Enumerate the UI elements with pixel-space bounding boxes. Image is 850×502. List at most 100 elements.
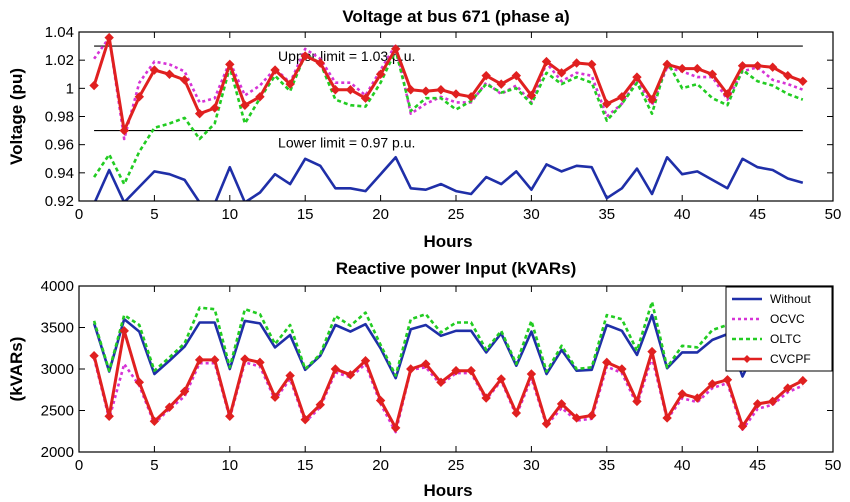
data-point bbox=[722, 89, 733, 99]
legend: Without OCVC OLTC CVCPF bbox=[725, 286, 833, 372]
x-tick-label: 15 bbox=[297, 206, 314, 223]
x-tick-label: 0 bbox=[75, 457, 83, 474]
data-point bbox=[451, 89, 461, 99]
series-line-oltc bbox=[93, 48, 804, 186]
data-point bbox=[164, 69, 175, 79]
data-point bbox=[707, 379, 718, 389]
x-tick-label: 10 bbox=[221, 457, 238, 474]
data-point bbox=[89, 351, 99, 361]
data-point bbox=[149, 416, 160, 426]
series-group bbox=[89, 32, 808, 201]
x-tick-label: 20 bbox=[372, 206, 389, 223]
data-point bbox=[783, 70, 793, 81]
data-point bbox=[737, 61, 748, 71]
data-point bbox=[451, 365, 461, 376]
series-line-without bbox=[92, 313, 803, 380]
data-point bbox=[737, 421, 748, 431]
data-point bbox=[798, 76, 808, 86]
data-point bbox=[315, 399, 325, 410]
data-point bbox=[240, 354, 250, 364]
reference-line-label: Lower limit = 0.97 p.u. bbox=[278, 135, 415, 151]
data-point bbox=[436, 377, 446, 387]
x-tick-label: 10 bbox=[221, 206, 238, 223]
data-point bbox=[511, 408, 522, 418]
chart-title: Voltage at bus 671 (phase a) bbox=[342, 7, 569, 26]
y-tick-label: 0.96 bbox=[45, 137, 74, 154]
y-tick-label: 0.98 bbox=[45, 109, 74, 126]
data-point bbox=[541, 419, 552, 429]
data-point bbox=[194, 355, 205, 365]
data-point bbox=[104, 411, 114, 422]
x-tick-label: 45 bbox=[749, 206, 766, 223]
chart-title: Reactive power Input (kVARs) bbox=[336, 259, 577, 278]
data-point bbox=[255, 357, 265, 368]
x-axis-label: Hours bbox=[423, 481, 472, 500]
data-point bbox=[119, 326, 129, 336]
legend-entry-label: Without bbox=[770, 292, 811, 306]
series-line-ocvc bbox=[92, 356, 804, 434]
x-tick-label: 30 bbox=[523, 457, 540, 474]
data-point bbox=[496, 79, 506, 89]
legend-entry-label: CVCPF bbox=[770, 352, 811, 366]
series-line-without bbox=[93, 156, 804, 201]
data-point bbox=[179, 75, 190, 85]
legend-entry-label: OLTC bbox=[770, 332, 801, 346]
data-point bbox=[225, 59, 235, 70]
legend-entry-label: OCVC bbox=[770, 312, 805, 326]
y-tick-label: 1.02 bbox=[45, 52, 74, 69]
y-tick-label: 0.94 bbox=[45, 165, 74, 182]
data-point bbox=[360, 93, 371, 103]
data-point bbox=[375, 395, 386, 406]
data-point bbox=[767, 396, 778, 407]
data-point bbox=[496, 374, 506, 384]
plot-area bbox=[79, 32, 833, 201]
data-point bbox=[375, 69, 386, 79]
x-tick-label: 25 bbox=[448, 206, 465, 223]
data-point bbox=[632, 72, 642, 82]
series-group bbox=[89, 300, 808, 434]
data-point bbox=[707, 69, 718, 79]
y-tick-label: 2500 bbox=[41, 403, 74, 420]
data-point bbox=[541, 56, 552, 67]
data-point bbox=[481, 70, 491, 81]
data-point bbox=[783, 383, 793, 393]
data-point bbox=[647, 346, 657, 357]
data-point bbox=[285, 370, 295, 381]
data-point bbox=[632, 396, 642, 407]
data-point bbox=[345, 85, 356, 95]
data-point bbox=[164, 402, 175, 412]
plot-frame bbox=[78, 285, 834, 453]
data-point bbox=[210, 103, 220, 113]
data-point bbox=[617, 92, 627, 102]
data-point bbox=[89, 80, 99, 91]
data-point bbox=[767, 62, 778, 72]
x-tick-label: 45 bbox=[749, 457, 766, 474]
data-point bbox=[330, 85, 341, 95]
x-tick-label: 5 bbox=[150, 457, 158, 474]
data-point bbox=[556, 399, 567, 409]
data-point bbox=[602, 357, 612, 368]
data-point bbox=[526, 90, 537, 101]
data-point bbox=[647, 94, 657, 105]
x-tick-label: 0 bbox=[75, 206, 83, 223]
data-point bbox=[390, 423, 401, 433]
data-point bbox=[692, 63, 702, 74]
x-axis-label: Hours bbox=[423, 232, 472, 251]
data-point bbox=[556, 68, 567, 78]
data-point bbox=[134, 377, 145, 387]
data-point bbox=[240, 100, 250, 110]
data-point bbox=[677, 389, 687, 399]
data-point bbox=[587, 410, 597, 421]
data-point bbox=[179, 386, 190, 397]
x-tick-label: 50 bbox=[825, 206, 842, 223]
x-tick-label: 35 bbox=[598, 457, 615, 474]
chart-panel-1: Voltage at bus 671 (phase a) 0 5 10 15 20 25 30… bbox=[7, 7, 841, 251]
x-tick-label: 35 bbox=[598, 206, 615, 223]
legend-marker bbox=[743, 355, 751, 363]
data-point bbox=[677, 63, 687, 74]
data-point bbox=[119, 125, 129, 136]
x-tick-label: 30 bbox=[523, 206, 540, 223]
data-point bbox=[345, 370, 356, 380]
y-axis-label: (kVARs) bbox=[7, 337, 26, 402]
